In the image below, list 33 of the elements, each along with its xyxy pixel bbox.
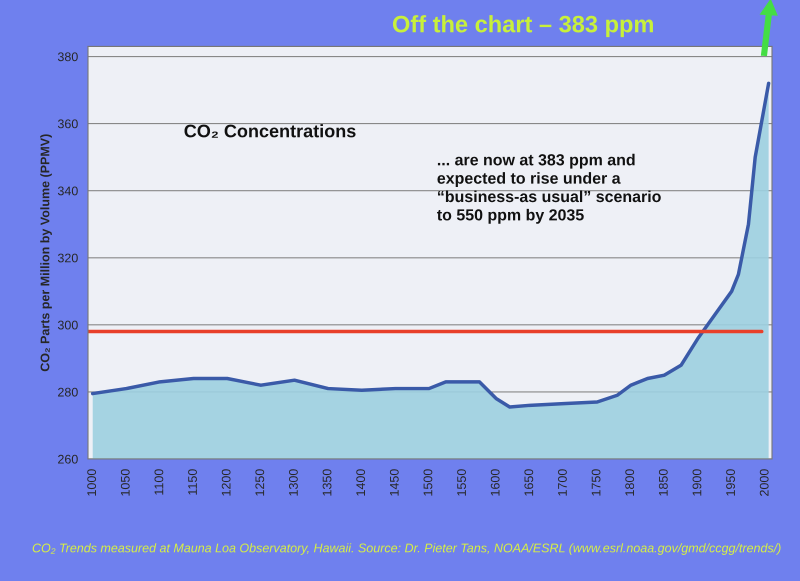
x-tick-label: 1850 xyxy=(658,469,668,496)
x-tick-label: 1800 xyxy=(625,469,634,496)
x-tick-label: 1950 xyxy=(726,469,735,496)
x-tick-label: 1600 xyxy=(490,469,500,496)
y-tick-label: 360 xyxy=(58,119,78,128)
x-tick-label: 1550 xyxy=(457,469,466,496)
y-tick-label: 320 xyxy=(58,254,78,262)
text: CO₂ Concentrations xyxy=(184,124,356,138)
x-tick-label: 1250 xyxy=(255,469,264,496)
x-tick-label: 1650 xyxy=(524,469,534,496)
y-tick-label: 260 xyxy=(58,454,78,464)
x-tick-label: 1000 xyxy=(87,469,96,496)
x-tick-label: 1750 xyxy=(592,469,600,496)
x-tick-label: 1450 xyxy=(390,469,399,496)
text: CO₂ Trends measured at Mauna Loa Observatory, Hawaii. Source: Dr. Pieter Tans, NOAA/ESRL (www.esrl.noaa.gov/gmd/ccgg/trends/) xyxy=(32,543,781,555)
x-tick-label: 1300 xyxy=(288,469,298,496)
y-tick-label: 380 xyxy=(58,52,78,62)
x-tick-label: 1700 xyxy=(558,469,567,496)
x-tick-label: 1400 xyxy=(356,469,366,496)
y-tick-label: 280 xyxy=(58,388,78,397)
y-axis-title: CO₂ Parts per Million by Volume (PPMV) xyxy=(40,134,52,372)
y-tick-label: 340 xyxy=(58,186,78,196)
chart-title: Off the chart – 383 ppm xyxy=(392,15,653,38)
x-tick-label: 2000 xyxy=(760,469,769,496)
x-tick-label: 1150 xyxy=(188,469,197,495)
annotation: ... are now at 383 ppm and expected to rise under a “business-as usual” scenario to 550 ppm by 2035 xyxy=(437,154,661,224)
x-tick-label: 1900 xyxy=(692,469,702,496)
x-tick-label: 1350 xyxy=(322,469,332,496)
x-tick-label: 1050 xyxy=(120,469,130,496)
x-tick-label: 1200 xyxy=(222,469,231,496)
x-tick-label: 1500 xyxy=(423,469,432,496)
x-tick-label: 1100 xyxy=(154,469,164,495)
y-tick-label: 300 xyxy=(58,320,78,330)
